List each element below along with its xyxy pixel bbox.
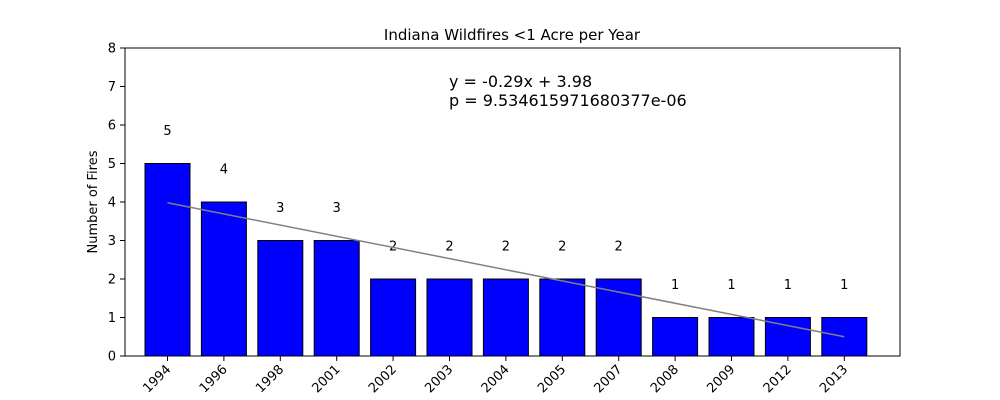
trend-line <box>167 202 845 338</box>
bar-2004 <box>482 278 529 357</box>
y-tick-label: 3 <box>108 234 116 249</box>
bar-2002 <box>370 278 417 357</box>
bar-2005 <box>539 278 586 357</box>
y-tick-label: 1 <box>108 311 116 326</box>
y-tick-label: 7 <box>108 80 116 95</box>
data-label-2001: 3 <box>333 201 341 216</box>
data-label-2005: 2 <box>558 240 566 255</box>
bar-1994 <box>144 163 191 357</box>
bar-2001 <box>313 240 360 357</box>
data-label-2008: 1 <box>671 278 679 293</box>
x-tick-label: 1994 <box>140 362 174 396</box>
data-label-2012: 1 <box>784 278 792 293</box>
y-tick-label: 8 <box>108 42 116 57</box>
y-tick-label: 6 <box>108 119 116 134</box>
regression-equation: y = -0.29x + 3.98 <box>449 72 592 91</box>
data-label-2009: 1 <box>727 278 735 293</box>
bar-1998 <box>257 240 304 357</box>
y-tick-label: 2 <box>108 273 116 288</box>
data-label-2004: 2 <box>502 240 510 255</box>
bar-2007 <box>595 278 642 357</box>
x-tick-label: 1998 <box>253 362 287 396</box>
bar-2008 <box>652 317 699 357</box>
plot-area: 0 1 2 3 4 5 6 7 8 5 1994 4 1996 3 1998 3 2001 2 2002 2 2003 2… <box>108 42 868 396</box>
y-tick-label: 4 <box>108 196 116 211</box>
x-tick-label: 2012 <box>761 362 795 396</box>
y-tick-label: 5 <box>108 157 116 172</box>
x-tick-label: 2002 <box>366 362 400 396</box>
data-label-1996: 4 <box>220 163 228 178</box>
data-label-2013: 1 <box>840 278 848 293</box>
x-tick-label: 1996 <box>197 362 231 396</box>
x-tick-label: 2009 <box>704 362 738 396</box>
x-tick-label: 2005 <box>535 362 569 396</box>
x-tick-label: 2003 <box>422 362 456 396</box>
y-axis-label: Number of Fires <box>86 150 101 253</box>
p-value: p = 9.534615971680377e-06 <box>449 91 687 110</box>
bar-2003 <box>426 278 473 357</box>
bar-2009 <box>708 317 755 357</box>
x-tick-label: 2004 <box>479 362 513 396</box>
bar-2012 <box>764 317 811 357</box>
plot-frame <box>124 47 901 357</box>
data-label-2003: 2 <box>445 240 453 255</box>
x-tick-label: 2008 <box>648 362 682 396</box>
x-tick-label: 2001 <box>310 362 344 396</box>
y-tick-label: 0 <box>108 350 116 365</box>
data-label-1998: 3 <box>276 201 284 216</box>
bar-1996 <box>200 201 247 357</box>
data-label-2007: 2 <box>615 240 623 255</box>
x-tick-label: 2013 <box>817 362 851 396</box>
x-tick-label: 2007 <box>592 362 626 396</box>
data-label-1994: 5 <box>163 124 171 139</box>
chart-title: Indiana Wildfires <1 Acre per Year <box>384 26 641 44</box>
